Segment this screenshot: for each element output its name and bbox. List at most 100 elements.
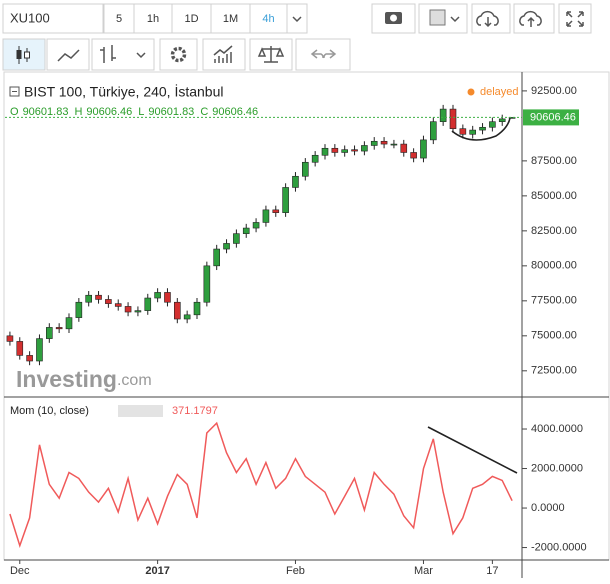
fullscreen-icon (566, 11, 584, 27)
candle-body (85, 294, 92, 303)
candle-body (144, 297, 152, 311)
fullscreen-button[interactable] (558, 3, 592, 34)
candle-body (134, 310, 142, 313)
main-title: BIST 100, Türkiye, 240, İstanbul (24, 83, 224, 100)
undo-redo-icon (310, 49, 337, 59)
candle-body (36, 338, 43, 362)
candle-body (420, 139, 427, 159)
interval-label: 4h (262, 13, 274, 25)
y-tick-label: -2000.0000 (531, 541, 587, 553)
ohlc-value: 90601.83 (23, 106, 69, 118)
candle-body (410, 152, 417, 159)
candle-body (311, 154, 319, 163)
y-tick-label: 2000.0000 (531, 462, 583, 474)
watermark-suffix: .com (117, 372, 152, 389)
balance-icon (257, 46, 285, 63)
indicators-button[interactable] (91, 38, 155, 71)
candle-body (341, 149, 348, 153)
candle-body (361, 145, 368, 152)
watermark-brand: Investing (16, 366, 117, 392)
interval-label: 5 (116, 13, 122, 25)
candle-body (400, 143, 408, 153)
interval-dropdown[interactable] (286, 3, 308, 34)
candle-body (6, 335, 14, 342)
load-button[interactable] (471, 3, 511, 34)
ohlc-key: C (200, 106, 208, 118)
candle-body (390, 143, 398, 146)
y-tick-label: 87500.00 (531, 155, 577, 167)
interval-button[interactable] (133, 3, 173, 34)
drawn-trend-line (427, 426, 518, 474)
x-tick-label: 2017 (145, 565, 169, 577)
ohlc-key: O (10, 106, 19, 118)
candle-body (459, 128, 467, 135)
indicator-value: 371.1797 (172, 405, 218, 417)
candle-body (154, 292, 161, 299)
candle-body (233, 233, 240, 244)
chart-frame (3, 71, 610, 561)
cloud-download-icon (476, 10, 499, 28)
indicator-controls[interactable] (118, 405, 163, 417)
candle-body (75, 301, 83, 318)
ohlc-value: 90601.83 (148, 106, 194, 118)
templates-icon (213, 45, 233, 63)
symbol-box[interactable] (2, 3, 104, 34)
ohlc-key: H (74, 106, 82, 118)
candle-body (282, 187, 289, 213)
interval-label: 1D (184, 13, 198, 25)
candle-body (105, 299, 112, 304)
candle-body (262, 209, 270, 223)
status-dot (467, 88, 475, 96)
compare-icon (57, 49, 80, 62)
y-tick-label: 72500.00 (531, 365, 577, 377)
interval-button[interactable] (249, 3, 288, 34)
undo-redo-button[interactable] (295, 38, 351, 71)
settings-button[interactable] (159, 38, 198, 71)
candle-body (430, 121, 437, 141)
candle-body (183, 314, 191, 320)
watermark: Investing.com (16, 366, 152, 392)
candle-body (65, 317, 73, 330)
ohlc-key: L (138, 106, 144, 118)
candle-body (469, 129, 476, 135)
x-tick-label: Mar (414, 565, 433, 577)
interval-group: 5 1h 1D 1M 4h (103, 3, 288, 34)
candle-body (164, 292, 171, 303)
candles-icon (24, 51, 30, 59)
candle-body (380, 140, 388, 145)
templates-button[interactable] (202, 38, 246, 71)
interval-label: 1h (147, 13, 159, 25)
y-tick-label: 0.0000 (531, 502, 565, 514)
candle-body (124, 306, 132, 313)
candle-body (223, 243, 230, 250)
x-tick-label: Feb (286, 565, 305, 577)
candle-body (449, 108, 457, 129)
interval-button[interactable] (103, 3, 135, 34)
momentum-line (9, 421, 513, 548)
last-price-box (523, 109, 579, 126)
indicator-title: Mom (10, close) (10, 405, 89, 417)
y-tick-label: 92500.00 (531, 85, 577, 97)
candle-body (479, 126, 486, 131)
dropdown-arrow (292, 16, 302, 23)
interval-button[interactable] (210, 3, 251, 34)
candles-icon (16, 50, 22, 59)
candle-body (193, 301, 201, 316)
ohlc-legend: O 90601.83 H 90606.46 L 90601.83 C 90606.46 (10, 106, 258, 118)
candle-body (321, 147, 329, 156)
candle-body (272, 209, 280, 213)
candle-body (55, 327, 63, 330)
indicators-icon (100, 45, 146, 63)
y-tick-label: 77500.00 (531, 295, 577, 307)
candle-body (489, 121, 496, 128)
y-tick-label: 4000.0000 (531, 423, 583, 435)
candle-body (252, 222, 260, 229)
candle-body (242, 227, 250, 234)
y-tick-label: 82500.00 (531, 225, 577, 237)
compare-button[interactable] (46, 38, 90, 71)
x-tick-label: Dec (10, 565, 30, 577)
dropdown-arrow (450, 16, 460, 23)
candle-body (16, 341, 24, 356)
